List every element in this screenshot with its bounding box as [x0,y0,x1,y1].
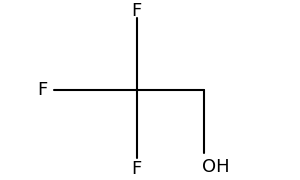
Text: OH: OH [202,158,230,176]
Text: F: F [131,2,142,20]
Text: F: F [131,160,142,178]
Text: F: F [37,81,47,99]
